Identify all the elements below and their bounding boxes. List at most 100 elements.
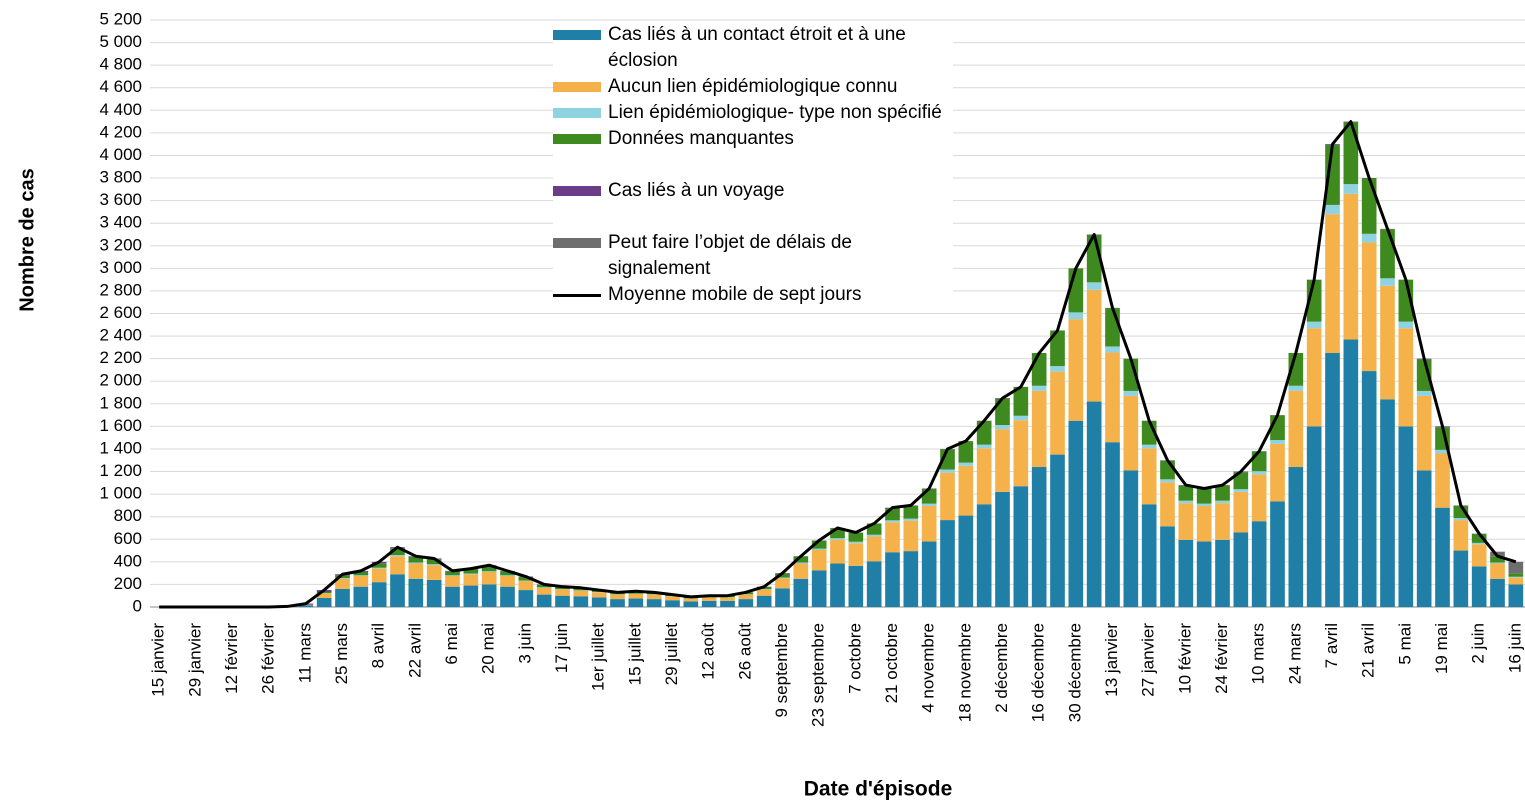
legend-label: Cas liés à un voyage [608, 180, 785, 201]
bar-segment [1288, 385, 1304, 391]
x-tick-label: 21 avril [1359, 623, 1378, 678]
bar-segment [536, 584, 552, 588]
bar-segment [1435, 453, 1450, 508]
bar-segment [830, 539, 845, 564]
bar-segment [610, 599, 625, 607]
bar-segment [1160, 460, 1175, 480]
bar-segment [995, 429, 1010, 492]
bar-segment [1490, 556, 1505, 563]
bar-segment [701, 597, 717, 601]
bar-segment [1105, 442, 1120, 607]
x-tick-label: 12 février [222, 623, 241, 694]
x-tick-label: 7 octobre [845, 623, 864, 694]
y-tick-label: 1 000 [99, 484, 142, 503]
bar-segment [481, 566, 497, 572]
x-tick-label: 29 juillet [662, 623, 681, 686]
bar-segment [1325, 353, 1340, 607]
bar-segment [1141, 448, 1157, 505]
legend: Cas liés à un contact étroit et à une éc… [553, 22, 953, 308]
x-tick-label: 6 mai [442, 623, 461, 665]
y-tick-label: 3 800 [99, 168, 142, 187]
bar-segment [371, 582, 387, 607]
x-tick-label: 7 avril [1322, 623, 1341, 668]
bar-segment [903, 518, 919, 521]
bar-segment [371, 568, 387, 583]
y-tick-label: 2 000 [99, 371, 142, 390]
bar-segment [500, 575, 515, 576]
legend-label: Lien épidémiologique- type non spécifié [608, 102, 942, 123]
bar-segment [1251, 471, 1267, 475]
bar-segment [1416, 395, 1432, 471]
x-tick-label: 2 juin [1469, 623, 1488, 664]
bar-segment [903, 520, 919, 552]
bar-segment [848, 565, 864, 607]
bar-segment [1361, 242, 1377, 372]
bar-segment [500, 586, 515, 607]
bar-segment [1178, 539, 1194, 607]
bar-segment [885, 552, 900, 607]
y-tick-label: 600 [114, 529, 142, 548]
bar-segment [1453, 520, 1469, 551]
bar-segment [1471, 533, 1487, 543]
legend-swatch [553, 82, 601, 92]
bar-segment [885, 522, 900, 553]
x-tick-label: 12 août [699, 623, 718, 680]
y-tick-label: 1 600 [99, 416, 142, 435]
bar-segment [1343, 184, 1359, 194]
bar-segment [426, 579, 442, 607]
x-tick-label: 24 février [1212, 623, 1231, 694]
bar-segment [1416, 470, 1432, 607]
bar-segment [958, 465, 974, 516]
bar-segment [775, 577, 790, 579]
bar-segment [1453, 518, 1469, 521]
y-tick-label: 3 400 [99, 213, 142, 232]
bar-segment [536, 594, 552, 607]
bar-segment [1031, 390, 1047, 468]
legend-swatch [553, 30, 601, 40]
bar-segment [1398, 328, 1414, 427]
bar-segment [1105, 308, 1120, 347]
bar-segment [390, 555, 405, 557]
bar-segment [628, 594, 644, 599]
bar-segment [408, 578, 424, 607]
bar-segment [866, 534, 882, 537]
bar-segment [1141, 504, 1157, 607]
legend-item: Lien épidémiologique- type non spécifié [553, 100, 953, 126]
x-tick-label: 9 septembre [772, 623, 791, 718]
bar-segment [1508, 573, 1524, 577]
bar-segment [353, 586, 369, 607]
y-tick-label: 3 600 [99, 190, 142, 209]
bar-segment [1233, 472, 1249, 490]
y-tick-label: 5 200 [99, 9, 142, 28]
y-tick-label: 4 000 [99, 145, 142, 164]
legend-swatch [553, 134, 601, 144]
bar-segment [500, 575, 515, 587]
bar-segment [1270, 501, 1285, 607]
bar-segment [940, 472, 955, 521]
bar-segment [1196, 503, 1212, 506]
bar-segment [976, 504, 992, 607]
bar-segment [1416, 390, 1432, 396]
bar-segment [371, 563, 387, 568]
bar-segment [518, 581, 534, 591]
bar-segment [353, 575, 369, 587]
bar-segment [1233, 491, 1249, 533]
bar-segment [1398, 321, 1414, 329]
bar-segment [811, 570, 827, 607]
bar-segment [811, 540, 827, 549]
x-tick-label: 23 septembre [809, 623, 828, 727]
bar-segment [1160, 526, 1175, 607]
x-tick-label: 15 janvier [149, 623, 168, 697]
y-axis-label: Nombre de cas [16, 168, 38, 311]
bar-segment [1471, 544, 1487, 567]
bar-segment [1361, 233, 1377, 243]
bar-segment [921, 488, 937, 504]
bar-segment [1050, 366, 1065, 372]
bar-segment [1123, 395, 1139, 471]
bar-segment [1196, 505, 1212, 542]
bar-segment [408, 556, 424, 563]
bar-segment [1050, 454, 1065, 607]
bar-segment [756, 595, 772, 607]
y-tick-label: 2 600 [99, 303, 142, 322]
